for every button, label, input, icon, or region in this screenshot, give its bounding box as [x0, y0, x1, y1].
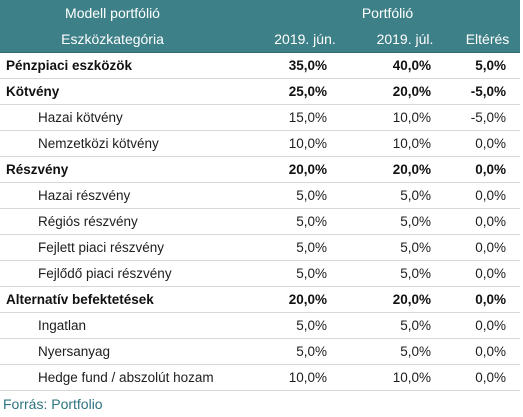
subcategory-row: Hazai kötvény 15,0% 10,0% -5,0%	[0, 104, 521, 131]
june-value-cell: 10,0%	[255, 130, 355, 157]
july-value-cell: 5,0%	[355, 182, 455, 209]
june-value-cell: 10,0%	[255, 364, 355, 391]
june-value-cell: 25,0%	[255, 78, 355, 105]
july-column-heading: 2019. júl.	[355, 26, 455, 53]
category-row: Alternatív befektetések 20,0% 20,0% 0,0%	[0, 286, 521, 313]
july-value-cell: 20,0%	[355, 286, 455, 313]
june-value-cell: 5,0%	[255, 182, 355, 209]
july-value-cell: 20,0%	[355, 78, 455, 105]
june-value-cell: 35,0%	[255, 52, 355, 79]
deviation-value-cell: 0,0%	[455, 286, 521, 313]
category-cell: Kötvény	[0, 78, 255, 105]
july-value-cell: 5,0%	[355, 312, 455, 339]
june-value-cell: 5,0%	[255, 234, 355, 261]
june-value-cell: 5,0%	[255, 338, 355, 365]
july-value-cell: 40,0%	[355, 52, 455, 79]
june-value-cell: 20,0%	[255, 286, 355, 313]
portfolio-heading: Portfólió	[361, 5, 414, 21]
deviation-value-cell: 0,0%	[455, 260, 521, 287]
deviation-value-cell: -5,0%	[455, 104, 521, 131]
july-value-cell: 5,0%	[355, 260, 455, 287]
deviation-value-cell: 0,0%	[455, 312, 521, 339]
category-cell: Hazai kötvény	[0, 104, 255, 131]
deviation-column-heading: Eltérés	[455, 26, 521, 53]
subcategory-row: Régiós részvény 5,0% 5,0% 0,0%	[0, 208, 521, 235]
category-cell: Alternatív befektetések	[0, 286, 255, 313]
june-value-cell: 15,0%	[255, 104, 355, 131]
deviation-value-cell: 0,0%	[455, 130, 521, 157]
subcategory-row: Hazai részvény 5,0% 5,0% 0,0%	[0, 182, 521, 209]
deviation-value-cell: 0,0%	[455, 208, 521, 235]
category-cell: Hazai részvény	[0, 182, 255, 209]
category-cell: Fejlett piaci részvény	[0, 234, 255, 261]
asset-category-heading: Eszközkategória	[0, 26, 255, 53]
deviation-value-cell: -5,0%	[455, 78, 521, 105]
june-value-cell: 5,0%	[255, 312, 355, 339]
category-cell: Ingatlan	[0, 312, 255, 339]
category-cell: Hedge fund / abszolút hozam	[0, 364, 255, 391]
deviation-value-cell: 0,0%	[455, 338, 521, 365]
deviation-value-cell: 0,0%	[455, 182, 521, 209]
june-value-cell: 5,0%	[255, 260, 355, 287]
subcategory-row: Hedge fund / abszolút hozam 10,0% 10,0% 0,0…	[0, 364, 521, 391]
portfolio-table: Modell portfólió Portfólió Eszközkategór…	[0, 0, 521, 391]
july-value-cell: 5,0%	[355, 234, 455, 261]
july-value-cell: 5,0%	[355, 208, 455, 235]
category-row: Kötvény 25,0% 20,0% -5,0%	[0, 78, 521, 105]
july-value-cell: 10,0%	[355, 364, 455, 391]
subcategory-row: Ingatlan 5,0% 5,0% 0,0%	[0, 312, 521, 339]
july-value-cell: 10,0%	[355, 104, 455, 131]
deviation-value-cell: 5,0%	[455, 52, 521, 79]
category-cell: Részvény	[0, 156, 255, 183]
deviation-value-cell: 0,0%	[455, 234, 521, 261]
table-header: Modell portfólió Portfólió Eszközkategór…	[0, 0, 521, 53]
june-column-heading: 2019. jún.	[255, 26, 355, 53]
subcategory-row: Nemzetközi kötvény 10,0% 10,0% 0,0%	[0, 130, 521, 157]
subcategory-row: Fejlett piaci részvény 5,0% 5,0% 0,0%	[0, 234, 521, 261]
july-value-cell: 20,0%	[355, 156, 455, 183]
source-note: Forrás: Portfolio	[3, 396, 103, 412]
category-row: Részvény 20,0% 20,0% 0,0%	[0, 156, 521, 183]
table-body: Pénzpiaci eszközök 35,0% 40,0% 5,0% Kötvény 2…	[0, 52, 521, 391]
subcategory-row: Fejlődő piaci részvény 5,0% 5,0% 0,0%	[0, 260, 521, 287]
june-value-cell: 5,0%	[255, 208, 355, 235]
category-cell: Pénzpiaci eszközök	[0, 52, 255, 79]
july-value-cell: 5,0%	[355, 338, 455, 365]
model-portfolio-heading: Modell portfólió	[65, 5, 160, 21]
category-cell: Régiós részvény	[0, 208, 255, 235]
june-value-cell: 20,0%	[255, 156, 355, 183]
subcategory-row: Nyersanyag 5,0% 5,0% 0,0%	[0, 338, 521, 365]
deviation-value-cell: 0,0%	[455, 364, 521, 391]
category-cell: Nemzetközi kötvény	[0, 130, 255, 157]
deviation-value-cell: 0,0%	[455, 156, 521, 183]
july-value-cell: 10,0%	[355, 130, 455, 157]
category-row: Pénzpiaci eszközök 35,0% 40,0% 5,0%	[0, 52, 521, 79]
category-cell: Nyersanyag	[0, 338, 255, 365]
category-cell: Fejlődő piaci részvény	[0, 260, 255, 287]
